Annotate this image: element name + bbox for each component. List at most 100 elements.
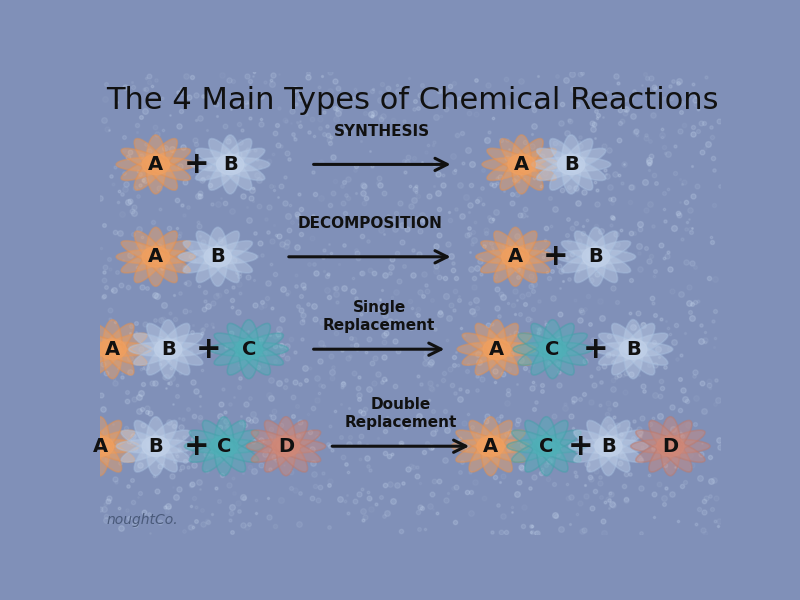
Ellipse shape (469, 421, 512, 472)
Text: B: B (210, 247, 225, 266)
Ellipse shape (265, 421, 307, 472)
Text: B: B (223, 155, 238, 174)
Ellipse shape (73, 342, 152, 356)
Circle shape (217, 154, 244, 175)
Circle shape (154, 339, 182, 359)
Ellipse shape (121, 148, 190, 181)
Ellipse shape (574, 231, 618, 283)
Ellipse shape (158, 320, 178, 379)
Ellipse shape (134, 421, 178, 472)
Ellipse shape (121, 241, 190, 273)
Ellipse shape (202, 421, 246, 472)
Text: D: D (662, 437, 678, 456)
Ellipse shape (78, 333, 147, 365)
Ellipse shape (487, 148, 556, 181)
Ellipse shape (183, 241, 253, 273)
Ellipse shape (636, 430, 705, 462)
Ellipse shape (512, 135, 531, 194)
Ellipse shape (276, 417, 296, 476)
Circle shape (210, 436, 238, 457)
Ellipse shape (134, 231, 178, 283)
Circle shape (98, 339, 126, 359)
Ellipse shape (612, 323, 654, 375)
Ellipse shape (116, 157, 195, 172)
Ellipse shape (134, 139, 178, 190)
Text: +: + (196, 335, 222, 364)
Ellipse shape (612, 323, 654, 375)
Ellipse shape (202, 421, 246, 472)
Text: +: + (568, 432, 594, 461)
Text: B: B (601, 437, 616, 456)
Ellipse shape (494, 231, 537, 283)
Text: noughtCo.: noughtCo. (106, 513, 178, 527)
Circle shape (594, 436, 622, 457)
Circle shape (477, 436, 504, 457)
Ellipse shape (121, 430, 190, 462)
Ellipse shape (481, 417, 501, 476)
Ellipse shape (195, 148, 265, 181)
Ellipse shape (562, 241, 630, 273)
Ellipse shape (594, 342, 673, 356)
Ellipse shape (456, 430, 526, 462)
Ellipse shape (481, 241, 550, 273)
Circle shape (508, 154, 535, 175)
Ellipse shape (462, 333, 531, 365)
Text: D: D (278, 437, 294, 456)
Ellipse shape (623, 320, 643, 379)
Ellipse shape (190, 430, 258, 462)
Ellipse shape (494, 231, 537, 283)
Ellipse shape (90, 417, 110, 476)
Ellipse shape (134, 139, 178, 190)
Circle shape (272, 436, 300, 457)
Ellipse shape (537, 417, 556, 476)
Ellipse shape (210, 342, 288, 356)
Ellipse shape (239, 320, 258, 379)
Ellipse shape (146, 323, 190, 375)
Ellipse shape (116, 439, 195, 454)
Ellipse shape (525, 421, 568, 472)
Ellipse shape (500, 139, 543, 190)
Ellipse shape (220, 135, 240, 194)
Ellipse shape (462, 333, 531, 365)
Text: A: A (148, 155, 163, 174)
Ellipse shape (185, 439, 263, 454)
Ellipse shape (456, 430, 526, 462)
Text: C: C (546, 340, 560, 359)
Ellipse shape (61, 439, 139, 454)
Circle shape (483, 339, 510, 359)
Ellipse shape (209, 139, 252, 190)
Ellipse shape (183, 241, 253, 273)
Ellipse shape (531, 323, 574, 375)
Text: Replacement: Replacement (323, 318, 435, 333)
Ellipse shape (102, 320, 122, 379)
Ellipse shape (78, 421, 122, 472)
Circle shape (558, 154, 585, 175)
Ellipse shape (78, 421, 122, 472)
Text: A: A (93, 437, 107, 456)
Ellipse shape (513, 342, 592, 356)
Text: A: A (514, 155, 529, 174)
Ellipse shape (458, 342, 536, 356)
Ellipse shape (569, 439, 648, 454)
Text: Replacement: Replacement (345, 415, 457, 430)
Ellipse shape (121, 241, 190, 273)
Circle shape (582, 247, 610, 267)
Circle shape (142, 154, 170, 175)
Ellipse shape (178, 250, 258, 264)
Ellipse shape (506, 227, 526, 286)
Circle shape (657, 436, 684, 457)
Ellipse shape (208, 227, 228, 286)
Ellipse shape (214, 417, 234, 476)
Text: C: C (242, 340, 256, 359)
Text: Double: Double (370, 397, 431, 412)
Ellipse shape (196, 231, 239, 283)
Text: +: + (183, 150, 209, 179)
Text: A: A (508, 247, 523, 266)
Ellipse shape (476, 250, 555, 264)
Circle shape (235, 339, 262, 359)
Ellipse shape (562, 135, 581, 194)
Ellipse shape (116, 250, 195, 264)
Ellipse shape (636, 430, 705, 462)
Text: The 4 Main Types of Chemical Reactions: The 4 Main Types of Chemical Reactions (106, 86, 718, 115)
Text: C: C (217, 437, 231, 456)
